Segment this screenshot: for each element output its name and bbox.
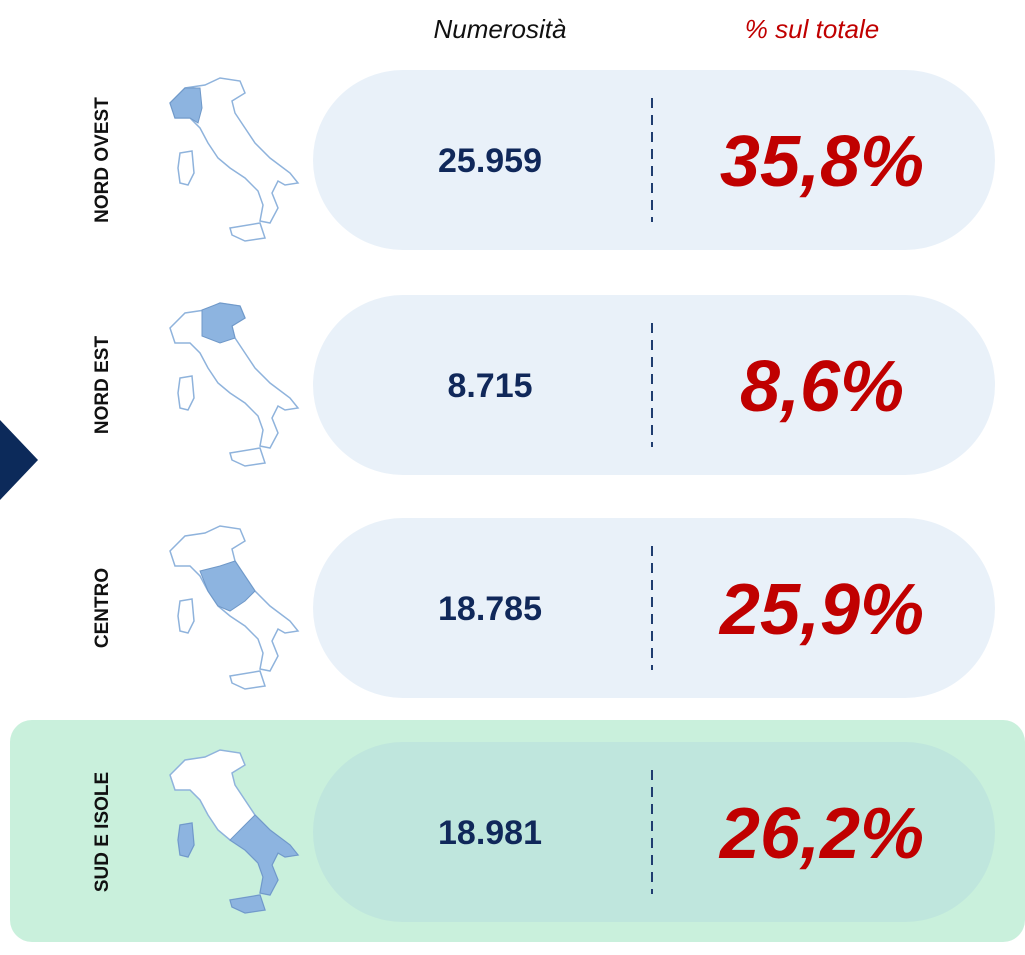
map-region: [201, 302, 246, 344]
count-value: 8.715: [447, 367, 532, 405]
map-outline: [169, 77, 300, 224]
share-value: 8,6%: [740, 347, 904, 427]
count-value: 25.959: [438, 142, 542, 180]
region-row: SUD E ISOLE 18.981 26,2%: [92, 742, 995, 922]
region-label: CENTRO: [92, 568, 113, 648]
map-outline: [177, 150, 195, 186]
count-value: 18.981: [438, 814, 542, 852]
map-region: [169, 87, 203, 124]
count-header: Numerosità: [434, 14, 567, 44]
arrow: [0, 420, 38, 500]
map-region: [199, 560, 256, 612]
italy-map: [169, 302, 300, 467]
share-value: 25,9%: [718, 570, 924, 650]
region-row: NORD EST 8.715 8,6%: [92, 295, 995, 475]
italy-map: [169, 525, 300, 690]
pill: [313, 518, 995, 698]
map-region: [229, 894, 266, 914]
share-header: % sul totale: [745, 14, 879, 44]
region-row: CENTRO 18.785 25,9%: [92, 518, 995, 698]
pill: [313, 295, 995, 475]
pill: [313, 70, 995, 250]
map-outline: [229, 222, 266, 242]
map-outline: [229, 670, 266, 690]
region-row: NORD OVEST 25.959 35,8%: [92, 70, 995, 250]
map-region: [177, 822, 195, 858]
region-label: NORD EST: [92, 336, 113, 435]
pill: [313, 742, 995, 922]
region-label: NORD OVEST: [92, 97, 113, 223]
count-value: 18.785: [438, 590, 542, 628]
region-label: SUD E ISOLE: [92, 772, 113, 892]
map-outline: [177, 375, 195, 411]
italy-map: [169, 77, 300, 242]
share-value: 26,2%: [718, 794, 924, 874]
map-outline: [177, 598, 195, 634]
share-value: 35,8%: [720, 122, 924, 202]
italy-map: [169, 749, 300, 914]
map-region: [229, 814, 299, 896]
map-outline: [229, 447, 266, 467]
